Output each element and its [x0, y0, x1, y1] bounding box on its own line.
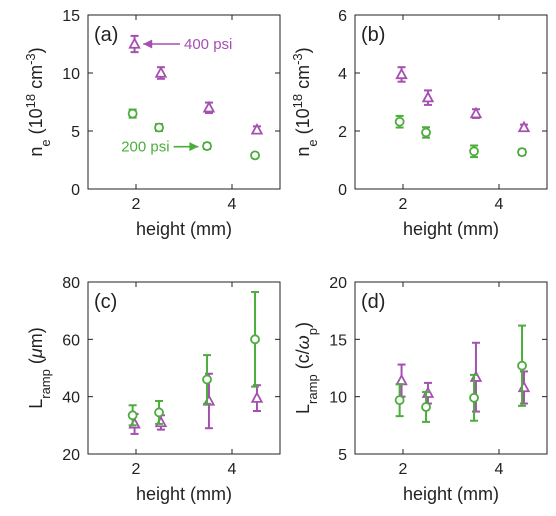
- chart-panel-2: 2 4 0 2 4 6 height (mm) ne (1018 cm-3) (b): [290, 8, 548, 239]
- data-point-circle: [394, 116, 405, 127]
- x-axis-label: height (mm): [403, 484, 499, 504]
- panel-label: (b): [361, 24, 385, 46]
- data-point-triangle: [469, 106, 483, 119]
- x-tick-label: 2: [132, 461, 141, 478]
- series-triangle: [128, 372, 264, 435]
- x-tick-label: 2: [399, 196, 408, 213]
- y-tick-label: 60: [62, 332, 80, 349]
- x-axis-label: height (mm): [136, 219, 232, 239]
- x-tick-label: 4: [228, 196, 237, 213]
- data-point-circle: [202, 374, 212, 385]
- data-point-circle: [127, 108, 138, 119]
- data-point-triangle: [395, 373, 408, 386]
- annotation-text: 200 psi: [121, 139, 169, 156]
- data-point-circle: [154, 407, 164, 418]
- data-point-circle: [250, 150, 260, 161]
- data-point-circle: [127, 410, 138, 421]
- series-circle: [394, 114, 527, 159]
- y-tick-label: 4: [338, 66, 347, 83]
- data-point-triangle: [395, 67, 408, 80]
- data-point-circle: [517, 147, 527, 158]
- series-circle: [394, 324, 527, 423]
- panel-label: (c): [94, 291, 117, 313]
- series-circle: [127, 291, 260, 427]
- data-point-circle: [421, 402, 431, 412]
- x-axis-label: height (mm): [136, 484, 232, 504]
- data-point-triangle: [154, 66, 168, 78]
- x-tick-label: 4: [228, 461, 237, 478]
- y-axis-label: Lramp (μm): [26, 327, 53, 409]
- x-tick-label: 2: [399, 461, 408, 478]
- annotation-arrow-head: [189, 142, 199, 152]
- axes-frame: [87, 281, 281, 455]
- y-tick-label: 2: [338, 124, 347, 141]
- y-tick-label: 10: [329, 390, 347, 407]
- annotation-text: 400 psi: [184, 36, 232, 53]
- annotation-200-psi: 200 psi: [121, 139, 199, 156]
- x-tick-label: 2: [132, 196, 141, 213]
- data-point-circle: [469, 392, 479, 403]
- data-point-triangle: [154, 415, 168, 428]
- data-point-circle: [154, 122, 164, 133]
- series-circle: [127, 108, 260, 161]
- data-point-circle: [469, 146, 479, 157]
- data-point-triangle: [469, 370, 483, 382]
- data-point-triangle: [250, 391, 264, 403]
- y-tick-label: 15: [329, 332, 347, 349]
- y-tick-label: 5: [71, 124, 80, 141]
- data-point-circle: [250, 334, 260, 345]
- y-tick-label: 6: [338, 8, 347, 25]
- y-tick-label: 0: [71, 182, 80, 199]
- chart-panel-4: 2 4 5 10 15 20 height (mm) Lramp (c/ωp) (d): [293, 275, 548, 504]
- y-axis-label: ne (1018 cm-3): [23, 47, 53, 156]
- data-point-triangle: [128, 37, 141, 49]
- data-point-circle: [202, 141, 212, 151]
- y-tick-label: 5: [338, 447, 347, 464]
- y-tick-label: 80: [62, 275, 80, 292]
- y-tick-label: 0: [338, 182, 347, 199]
- series-triangle: [128, 34, 264, 135]
- chart-panel-1: 2 4 0 5 10 15 height (mm) ne (1018 cm-3) (a) 400 …: [23, 8, 281, 239]
- data-point-triangle: [517, 120, 531, 133]
- data-point-circle: [517, 360, 527, 371]
- series-triangle: [395, 341, 531, 413]
- data-point-triangle: [202, 100, 216, 113]
- x-axis-label: height (mm): [403, 219, 499, 239]
- y-axis-label: Lramp (c/ωp): [293, 322, 320, 414]
- y-tick-label: 10: [62, 66, 80, 83]
- y-tick-label: 20: [329, 275, 347, 292]
- x-tick-label: 4: [495, 196, 504, 213]
- data-point-circle: [421, 127, 431, 138]
- data-point-circle: [394, 395, 405, 406]
- data-point-triangle: [250, 122, 264, 135]
- axes-frame: [354, 281, 548, 455]
- y-tick-label: 20: [62, 447, 80, 464]
- data-point-triangle: [517, 380, 531, 393]
- axes-frame: [354, 14, 548, 190]
- y-tick-label: 15: [62, 8, 80, 25]
- series-triangle: [395, 66, 531, 133]
- data-point-triangle: [421, 90, 435, 103]
- annotation-arrow-head: [143, 39, 153, 49]
- y-tick-label: 40: [62, 390, 80, 407]
- annotation-400-psi: 400 psi: [143, 36, 232, 53]
- panel-label: (d): [361, 291, 385, 313]
- data-point-triangle: [128, 417, 141, 429]
- y-axis-label: ne (1018 cm-3): [290, 47, 320, 156]
- axes-frame: [87, 14, 281, 190]
- x-tick-label: 4: [495, 461, 504, 478]
- chart-panel-3: 2 4 20 40 60 80 height (mm) Lramp (μm) (c): [26, 275, 281, 504]
- panel-label: (a): [94, 24, 118, 46]
